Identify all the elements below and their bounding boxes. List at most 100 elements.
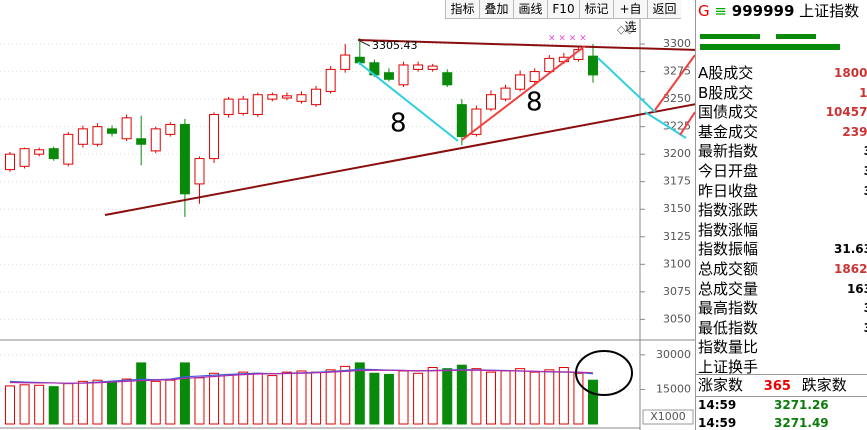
breadth: 涨家数 365 跌家数: [698, 376, 866, 395]
candle-body: [515, 74, 526, 90]
volume-bar: [5, 385, 15, 425]
peak-pointer: [357, 39, 371, 47]
quote-value: 3: [864, 162, 867, 181]
candle-body: [354, 56, 365, 64]
quote-value: 3: [864, 299, 867, 318]
toolbar-button[interactable]: 画线: [513, 0, 547, 19]
marks: 3050307531003125315031753200322532503275…: [0, 37, 691, 425]
volume-bar: [588, 379, 598, 425]
candle-body: [311, 88, 322, 106]
candle-body: [121, 117, 132, 140]
candle-body: [92, 126, 103, 145]
volume-bar: [340, 365, 351, 425]
volume-bar: [150, 380, 161, 425]
quote-label: 国债成交: [698, 103, 759, 122]
volume-bar: [369, 372, 380, 425]
arrow: [679, 111, 695, 136]
unit-label: X1000: [650, 410, 686, 423]
candle-body: [325, 68, 336, 92]
volume-bar: [179, 362, 190, 425]
volume-bar: [63, 383, 74, 425]
quote-label: 昨日收盘: [698, 181, 759, 200]
candle-body: [150, 128, 161, 152]
candle-body: [500, 87, 511, 100]
unit-box: [642, 409, 694, 425]
volume-bar: [209, 372, 220, 425]
y-tick-label: 3300: [663, 37, 691, 50]
quote-value: 10457.: [825, 105, 867, 120]
quote-value: 1.: [859, 85, 867, 100]
quote-value: 1800.: [834, 66, 867, 80]
y-tick-label: 3075: [663, 285, 691, 298]
volume-bar: [107, 382, 118, 425]
highlight-circle: [575, 350, 633, 396]
price-panel: [0, 0, 640, 340]
menu[interactable]: ≡: [714, 2, 727, 20]
toolbar-button[interactable]: 指标: [445, 0, 479, 19]
quote-row: 基金成交 239.: [698, 122, 867, 142]
quote-label: 指数涨幅: [698, 220, 759, 239]
volume-bar: [238, 371, 249, 425]
candle-body: [34, 149, 45, 155]
quote-row: B股成交 1.: [698, 84, 867, 103]
candle-body: [223, 98, 234, 116]
volume-bar: [267, 375, 278, 425]
peak-label: 3305.43: [372, 39, 418, 52]
toolbar-button[interactable]: 叠加: [479, 0, 513, 19]
candle-body: [5, 153, 15, 171]
toolbar-button[interactable]: 标记: [579, 0, 613, 19]
quote-label: A股成交: [698, 64, 754, 82]
volume-bar: [194, 377, 205, 425]
quote-row: 指数振幅 31.63: [698, 240, 867, 259]
index-name: 上证指数: [799, 2, 860, 20]
candle-body: [136, 138, 147, 145]
toolbar-button[interactable]: +自选: [613, 0, 647, 34]
down-label: 跌家数: [801, 376, 847, 394]
volume-bar: [413, 372, 424, 425]
arrow: [461, 45, 586, 141]
toolbar-button[interactable]: 返回: [647, 0, 681, 19]
tick-row: 14:59 3271.49: [698, 414, 866, 430]
volume-bar: [136, 362, 147, 425]
quote-label: 最新指数: [698, 142, 759, 161]
quote-label: 总成交量: [698, 279, 759, 298]
bar-indicator: [776, 34, 816, 39]
quote-label: 指数振幅: [698, 240, 759, 259]
candle-body: [588, 55, 598, 76]
quote-row: 总成交额 1862.: [698, 260, 867, 279]
toolbar-button[interactable]: F10: [547, 0, 579, 19]
ma-line: [9, 369, 594, 384]
candle-body: [281, 95, 292, 99]
volume-bar: [515, 368, 526, 425]
quote-panel: G ≡ 999999 上证指数 A股成交 1800. B股成交 1. 国债成交 10457…: [695, 0, 867, 430]
volume-bar: [544, 369, 555, 425]
quote-value: 163: [846, 281, 867, 296]
candle-body: [442, 72, 453, 86]
y-tick-label: 30000: [656, 348, 691, 361]
chart: 3050307531003125315031753200322532503275…: [0, 0, 695, 430]
y-tick-label: 3100: [663, 257, 691, 270]
quote-label: 基金成交: [698, 122, 759, 141]
volume-bar: [427, 367, 438, 425]
quote-value: 3: [864, 182, 867, 201]
divider: [696, 374, 867, 375]
header: G ≡ 999999 上证指数: [698, 2, 866, 21]
tick-time: 14:59: [698, 398, 737, 412]
y-tick-label: 3200: [663, 147, 691, 160]
y-tick-label: 3125: [663, 230, 691, 243]
candle-body: [107, 128, 118, 134]
candle-body: [340, 54, 351, 70]
quote-value: 3: [864, 319, 867, 338]
candle-body: [398, 64, 409, 86]
wave-label: 8: [526, 88, 543, 118]
candle-body: [427, 65, 438, 70]
quote-label: 指数量比: [698, 338, 759, 357]
quote-value: 31.63: [834, 242, 867, 257]
up-label: 涨家数: [698, 376, 744, 394]
wave-label: 8: [390, 109, 407, 139]
quote-row: 最高指数 3: [698, 299, 867, 318]
volume-bar: [500, 370, 511, 425]
volume-bar: [325, 369, 336, 425]
quote-row: 国债成交 10457.: [698, 103, 867, 122]
